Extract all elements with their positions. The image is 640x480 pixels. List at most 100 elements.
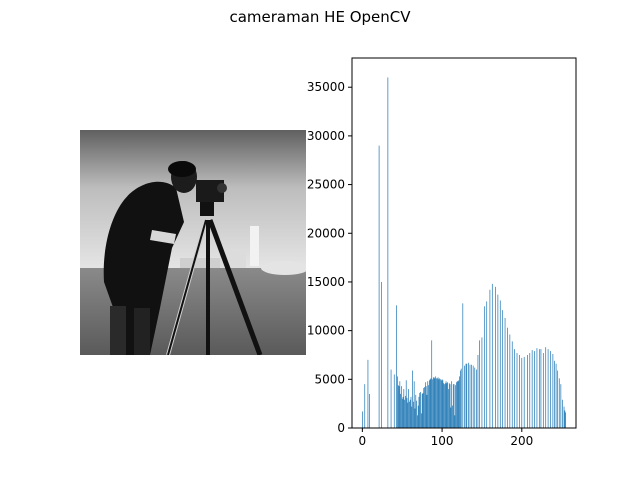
histogram-bar [410,396,412,428]
histogram-bar [420,391,421,428]
histogram-bar [555,363,557,428]
y-tick-label: 10000 [307,324,345,338]
histogram-bar [557,370,559,428]
histogram-bar [462,303,464,428]
histogram-bar [405,395,406,428]
histogram-bar [396,305,397,428]
histogram-bar [402,396,404,428]
histogram-bar [387,77,389,428]
histogram-bar [466,363,468,428]
y-tick-label: 25000 [307,178,345,192]
histogram-bar [397,376,398,428]
histogram-bar [450,407,452,428]
histogram-bar [438,379,440,428]
histogram-bar [428,380,430,428]
histogram-bar [552,354,554,428]
x-tick-label: 100 [431,434,454,448]
histogram-bar [409,399,411,428]
histogram-bar [440,379,441,428]
histogram-bar [424,387,425,428]
histogram-bar [417,405,419,428]
histogram-bar [477,354,479,428]
histogram-bar [521,357,523,428]
histogram-bar [425,386,427,428]
histogram-bar [531,350,533,428]
histogram-bar [436,378,438,428]
histogram-bar [472,365,474,428]
histogram-bar [545,347,547,428]
histogram-bar [421,413,422,428]
histogram-bar [460,368,462,428]
histogram-bar [469,364,471,428]
histogram-bar [538,349,540,428]
histogram-bar [422,392,424,428]
histogram-bar [483,306,485,428]
histogram-bar [527,354,528,428]
histogram-bar [542,353,544,428]
histogram-bar [479,340,480,428]
histogram-bar [471,364,472,428]
histogram-y-axis: 0 5000 10000 15000 20000 25000 30000 35000 [307,80,352,435]
histogram-bar [519,354,520,428]
x-tick-label: 0 [359,434,367,448]
histogram-bar [448,389,449,428]
histogram-frame [351,57,577,429]
histogram-bar [436,378,437,428]
histogram-bar [529,353,531,428]
histogram-bar [448,383,450,428]
histogram-bar [452,384,454,428]
histogram-bar [449,384,451,428]
histogram-bar [427,381,429,428]
histogram-x-axis: 0 100 200 [359,428,533,448]
histogram-bar [458,380,460,428]
histogram-bar [453,384,455,428]
histogram-bars [362,77,566,428]
figure-title: cameraman HE OpenCV [229,8,411,26]
histogram-bar [563,406,565,428]
histogram-bar [511,341,513,428]
histogram-bar [459,376,460,428]
histogram-bar [558,378,560,428]
photo-person-leg-right [134,308,150,355]
histogram-bar [516,353,518,428]
histogram-bar [454,415,456,428]
histogram-bar [419,392,421,428]
histogram-bar [442,380,444,428]
histogram-bar [430,378,432,428]
histogram-bar [408,389,409,428]
histogram-bar [413,381,415,428]
histogram-bar [486,301,488,428]
histogram-bar [446,383,448,428]
histogram-bar [455,385,456,428]
histogram-bar [399,381,401,428]
histogram-bar [439,378,441,428]
histogram-bar [412,370,413,428]
histogram-bar [534,351,535,428]
photo-building [261,261,306,275]
histogram-bar [476,369,477,428]
histogram-bar [397,385,399,428]
histogram-bar [536,348,538,428]
histogram-bar [507,327,508,428]
histogram-bar [423,388,425,428]
histogram-bar [429,379,431,428]
histogram-bar [489,289,491,428]
histogram-bar [554,360,555,428]
histogram-bar [432,377,434,428]
y-tick-label: 20000 [307,226,345,240]
histogram-bar [401,386,402,428]
cameraman-image [80,130,306,355]
histogram-bar [398,386,400,428]
x-tick-label: 200 [510,434,533,448]
photo-tower [250,226,259,266]
y-tick-label: 15000 [307,275,345,289]
y-tick-label: 5000 [314,372,345,386]
histogram-bar [417,415,418,428]
histogram-bar [456,381,458,428]
histogram-bar [565,412,566,428]
y-tick-label: 35000 [307,80,345,94]
histogram-bar [465,363,467,428]
histogram-bar [457,381,459,428]
histogram-bar [460,370,461,428]
histogram-bar [421,393,423,428]
